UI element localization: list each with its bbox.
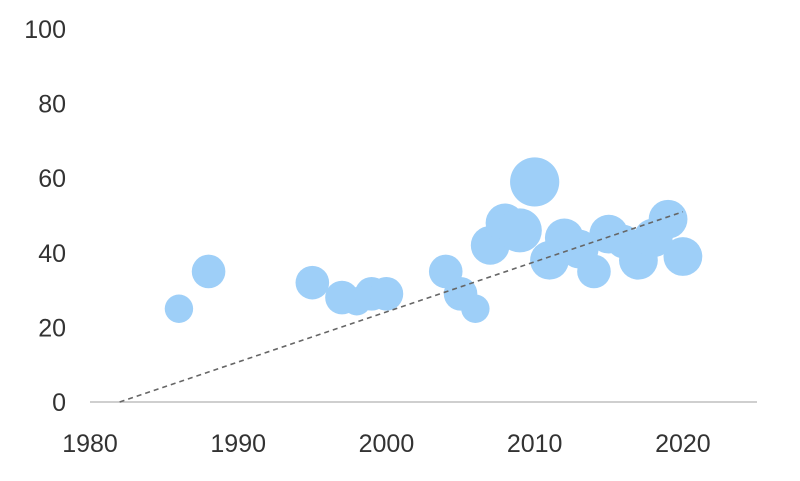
x-tick-label: 1980 [62, 430, 118, 458]
bubble-series [164, 157, 703, 323]
bubble-point [648, 199, 688, 239]
x-tick-label: 2020 [655, 430, 711, 458]
x-tick-label: 1990 [210, 430, 266, 458]
x-tick-label: 2000 [359, 430, 415, 458]
y-tick-label: 100 [24, 16, 66, 44]
x-axis-tick-labels: 1980 1990 2000 2010 2020 [62, 430, 711, 458]
bubble-point [663, 237, 703, 276]
bubble-point [369, 277, 404, 311]
x-tick-label: 2010 [507, 430, 563, 458]
bubble-point [510, 157, 560, 207]
trendline [119, 211, 684, 403]
y-tick-label: 40 [38, 240, 66, 268]
y-tick-label: 80 [38, 91, 66, 119]
bubble-point [164, 294, 194, 323]
y-tick-label: 0 [52, 389, 66, 417]
y-axis-tick-labels: 0 20 40 60 80 100 [24, 16, 66, 417]
y-tick-label: 60 [38, 165, 66, 193]
bubble-point [191, 254, 226, 289]
bubble-point [497, 208, 542, 253]
bubble-point [295, 265, 330, 300]
bubble-point [577, 254, 611, 289]
bubble-point [461, 294, 490, 323]
y-tick-label: 20 [38, 314, 66, 342]
